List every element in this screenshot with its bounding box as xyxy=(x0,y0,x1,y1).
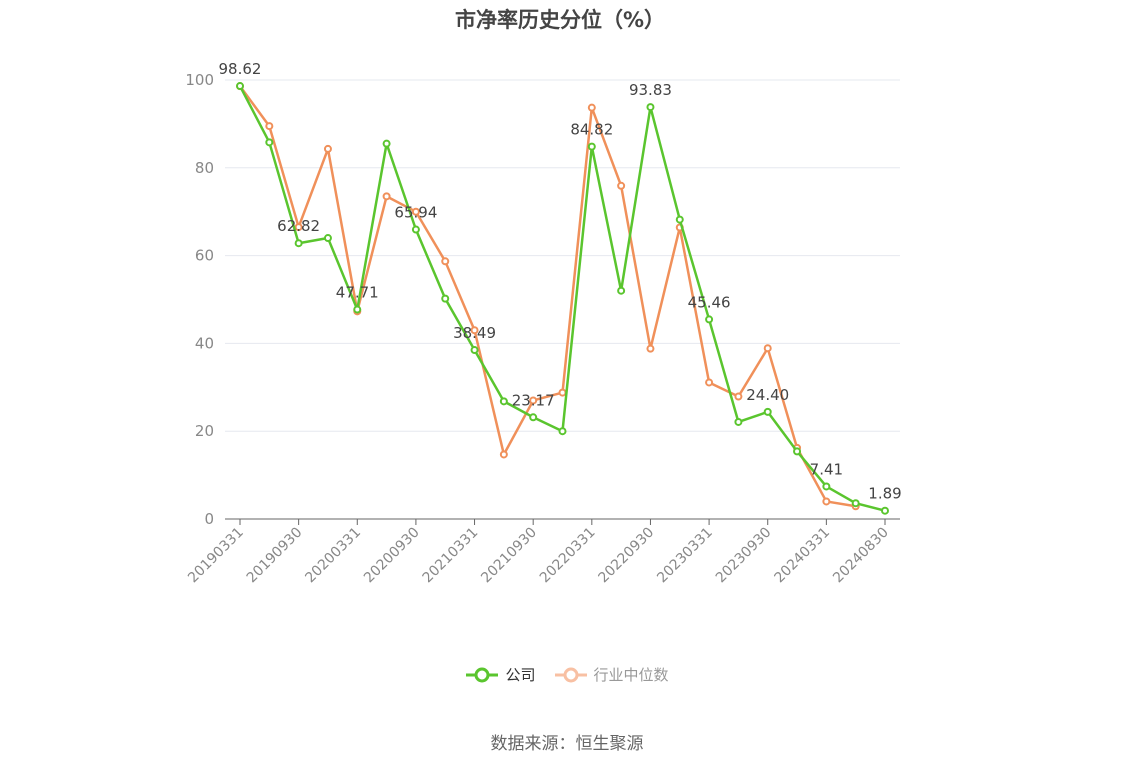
data-label: 1.89 xyxy=(868,485,901,503)
x-tick-label: 20240331 xyxy=(771,525,833,587)
y-tick-label: 60 xyxy=(195,247,214,265)
y-tick-label: 100 xyxy=(185,71,214,89)
y-tick-label: 80 xyxy=(195,159,214,177)
legend-industry-median-label: 行业中位数 xyxy=(593,666,669,684)
data-label: 93.83 xyxy=(629,81,672,99)
x-tick-label: 20210930 xyxy=(478,525,540,587)
data-point-industry-median xyxy=(734,392,743,401)
data-label: 7.41 xyxy=(810,460,843,478)
y-tick-label: 0 xyxy=(204,510,214,528)
x-tick-label: 20200930 xyxy=(361,525,423,587)
data-label: 65.94 xyxy=(394,204,437,222)
x-tick-label: 20220930 xyxy=(596,525,658,587)
data-label: 98.62 xyxy=(219,60,262,78)
legend-company-icon xyxy=(466,667,499,682)
data-point-industry-median xyxy=(265,122,274,131)
data-point-industry-median xyxy=(382,192,391,201)
legend-item-company[interactable]: 公司 xyxy=(465,664,536,685)
data-point-company xyxy=(851,499,860,508)
data-point-industry-median xyxy=(441,257,450,266)
data-point-company xyxy=(558,427,567,436)
data-point-industry-median xyxy=(411,207,420,216)
axis-layer: 0 20 40 60 80 100 2019033120190930202003312020… xyxy=(185,71,900,586)
source-note: 数据来源：恒生聚源 xyxy=(490,734,644,754)
data-label: 24.40 xyxy=(746,386,789,404)
legend: 公司 行业中位数 xyxy=(0,664,1134,685)
y-tick-label: 40 xyxy=(195,334,214,352)
data-label: 45.46 xyxy=(688,293,731,311)
x-tick-label: 20220331 xyxy=(537,525,599,587)
series-layer xyxy=(236,82,889,515)
line-chart: 0 20 40 60 80 100 2019033120190930202003312020… xyxy=(185,60,902,586)
chart-title: 市净率历史分位（%） xyxy=(454,8,666,32)
data-point-company xyxy=(529,413,538,422)
x-tick-label: 20230930 xyxy=(713,525,775,587)
data-point-company xyxy=(646,103,655,112)
data-point-company xyxy=(294,239,303,248)
data-point-company xyxy=(382,139,391,148)
grid-layer xyxy=(225,79,900,432)
data-point-company xyxy=(822,482,831,491)
data-point-company xyxy=(411,225,420,234)
x-tick-label: 20200331 xyxy=(302,525,364,587)
x-tick-label: 20240830 xyxy=(830,525,892,587)
x-tick-label: 20230331 xyxy=(654,525,716,587)
x-tick-label: 20190331 xyxy=(185,525,247,587)
data-point-industry-median xyxy=(294,223,303,232)
data-point-company xyxy=(265,138,274,147)
data-point-industry-median xyxy=(499,450,508,459)
data-point-industry-median xyxy=(646,344,655,353)
data-point-company xyxy=(587,142,596,151)
legend-industry-median-icon xyxy=(554,667,587,682)
data-label: 47.71 xyxy=(336,284,379,302)
data-point-company xyxy=(617,286,626,295)
data-point-company xyxy=(881,506,889,515)
data-point-industry-median xyxy=(529,396,538,405)
x-tick-label: 20210331 xyxy=(420,525,482,587)
data-point-industry-median xyxy=(558,388,567,397)
data-label: 23.17 xyxy=(512,391,555,409)
data-point-company xyxy=(353,305,362,314)
legend-company-label: 公司 xyxy=(505,666,536,684)
series-line-industry-median xyxy=(238,85,856,508)
data-point-industry-median xyxy=(617,181,626,190)
data-point-company xyxy=(499,397,508,406)
data-point-company xyxy=(705,315,714,324)
data-point-industry-median xyxy=(470,326,479,335)
data-point-company xyxy=(793,447,802,456)
data-label: 84.82 xyxy=(570,121,613,139)
data-point-company xyxy=(734,417,743,426)
data-point-company xyxy=(470,346,479,355)
data-label: 62.82 xyxy=(277,217,320,235)
data-point-industry-median xyxy=(323,144,332,153)
data-point-industry-median xyxy=(587,103,596,112)
data-point-company xyxy=(675,215,684,224)
data-point-company xyxy=(323,234,332,243)
data-point-company xyxy=(763,407,772,416)
legend-item-industry-median[interactable]: 行业中位数 xyxy=(554,664,669,685)
x-tick-label: 20190930 xyxy=(244,525,306,587)
data-point-company xyxy=(441,294,450,303)
data-point-industry-median xyxy=(705,378,714,387)
data-label: 38.49 xyxy=(453,324,496,342)
data-label-layer: 98.62 62.82 47.71 65.94 38.49 23.17 84.82 93.83… xyxy=(219,60,902,503)
data-point-company xyxy=(236,82,244,91)
y-tick-label: 20 xyxy=(195,422,214,440)
data-point-industry-median xyxy=(763,344,772,353)
data-point-industry-median xyxy=(822,497,831,506)
